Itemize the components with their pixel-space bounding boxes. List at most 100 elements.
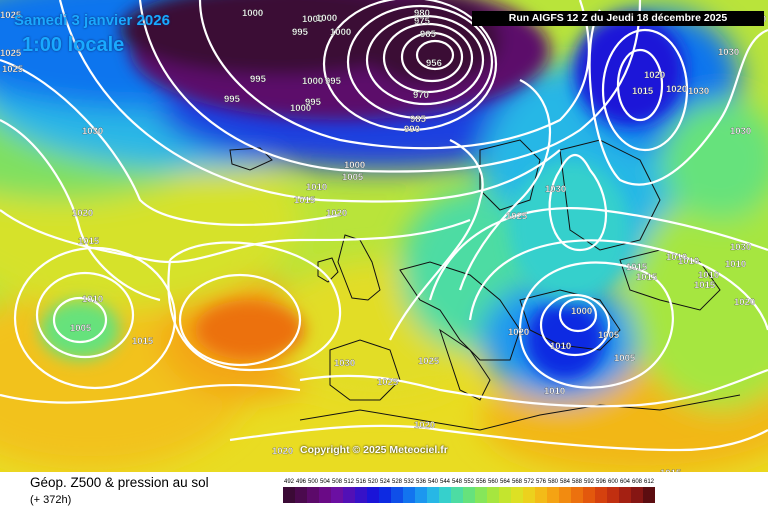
isobar-label: 1000 bbox=[344, 160, 365, 171]
isobar-label: 995 bbox=[305, 97, 322, 108]
legend-value: 516 bbox=[355, 479, 366, 485]
legend-swatches bbox=[283, 487, 751, 503]
isobar-label: 1010 bbox=[306, 182, 327, 193]
legend-swatch bbox=[439, 487, 451, 503]
isobar-label: 1015 bbox=[636, 272, 658, 283]
legend-swatch bbox=[463, 487, 475, 503]
isobar-lines bbox=[0, 0, 768, 452]
legend-value: 532 bbox=[403, 479, 414, 485]
isobar-label: 1005 bbox=[70, 323, 92, 334]
legend-swatch bbox=[367, 487, 379, 503]
isobar-label: 1025 bbox=[418, 356, 440, 367]
isobar-label: 1020 bbox=[666, 84, 687, 95]
legend-swatch bbox=[319, 487, 331, 503]
isobar-label: 965 bbox=[420, 29, 437, 40]
color-legend: 492 496 500 504 508 512 516 520 524 528 532 536 540 5… bbox=[283, 478, 751, 506]
legend-value: 520 bbox=[367, 479, 378, 485]
legend-swatch bbox=[559, 487, 571, 503]
isobar-label: 1010 bbox=[550, 341, 571, 352]
isobar-label: 1030 bbox=[82, 126, 103, 137]
isobar-label: 995 bbox=[250, 74, 267, 85]
isobar-label: 1010 bbox=[698, 270, 719, 281]
isobar-label: 995 bbox=[292, 27, 309, 38]
isobar-label: 1015 bbox=[632, 86, 654, 97]
isobar-label: 956 bbox=[426, 58, 442, 69]
isobar-label: 1015 bbox=[660, 468, 682, 472]
isobar-label: 990 bbox=[404, 124, 420, 135]
isobar-label: 1000 bbox=[571, 306, 592, 317]
isobar-label: 980 bbox=[414, 8, 430, 19]
isobar-label: 1015 bbox=[626, 262, 648, 273]
legend-swatch bbox=[403, 487, 415, 503]
legend-value: 584 bbox=[559, 479, 570, 485]
legend-value: 612 bbox=[643, 479, 654, 485]
legend-swatch bbox=[283, 487, 295, 503]
legend-value: 560 bbox=[487, 479, 498, 485]
legend-swatch bbox=[391, 487, 403, 503]
isobar-label: 1020 bbox=[326, 208, 347, 219]
legend-swatch bbox=[643, 487, 655, 503]
legend-value: 512 bbox=[343, 479, 354, 485]
legend-value: 544 bbox=[439, 479, 450, 485]
isobar-label: 1030 bbox=[718, 47, 739, 58]
isobar-label: 1005 bbox=[614, 353, 636, 364]
isobar-label: 1015 bbox=[694, 280, 716, 291]
legend-value: 548 bbox=[451, 479, 462, 485]
isobar-label: 1000 bbox=[302, 76, 323, 87]
model-run-label: Run AIGFS 12 Z du Jeudi 18 décembre 2025 bbox=[472, 11, 764, 26]
legend-swatch bbox=[475, 487, 487, 503]
isobar-label: 970 bbox=[413, 90, 429, 101]
legend-swatch bbox=[487, 487, 499, 503]
isobar-label: 1010 bbox=[82, 294, 103, 305]
isobar-label: 1015 bbox=[294, 195, 316, 206]
isobar-label: 975 bbox=[414, 16, 431, 27]
legend-swatch bbox=[619, 487, 631, 503]
legend-swatch bbox=[535, 487, 547, 503]
isobar-label: 1010 bbox=[725, 259, 746, 270]
isobar-label: 1000 bbox=[316, 13, 337, 24]
isobar-label: 1030 bbox=[688, 86, 709, 97]
legend-swatch bbox=[379, 487, 391, 503]
legend-swatch bbox=[607, 487, 619, 503]
isobar-label: 1015 bbox=[132, 336, 154, 347]
isobar-label: 1015 bbox=[78, 236, 100, 247]
isobar-label: 1025 bbox=[506, 211, 528, 222]
copyright-label: Copyright © 2025 Meteociel.fr bbox=[300, 444, 448, 456]
legend-swatch bbox=[595, 487, 607, 503]
legend-value: 564 bbox=[499, 479, 510, 485]
legend-swatch bbox=[583, 487, 595, 503]
isobar-label: 1020 bbox=[72, 208, 93, 219]
legend-value: 556 bbox=[475, 479, 486, 485]
isobar-label: 1010 bbox=[666, 252, 687, 263]
coastlines bbox=[229, 139, 741, 431]
legend-value: 536 bbox=[415, 479, 426, 485]
geopotential-field bbox=[0, 0, 768, 472]
isobar-label: 1000 bbox=[242, 8, 263, 19]
legend-swatch bbox=[295, 487, 307, 503]
forecast-map: 1025 1025 1025 1000 1000 995 1000 1000 995 995 100… bbox=[0, 0, 768, 472]
isobar-label: 1030 bbox=[545, 184, 566, 195]
isobar-label: 995 bbox=[325, 76, 342, 87]
legend-swatch bbox=[427, 487, 439, 503]
legend-labels: 492 496 500 504 508 512 516 520 524 528 532 536 540 5… bbox=[283, 478, 751, 487]
isobar-label: 1020 bbox=[508, 327, 529, 338]
isobar-label: 1025 bbox=[2, 64, 24, 75]
legend-value: 492 bbox=[283, 479, 294, 485]
isobar-label: 1030 bbox=[730, 126, 751, 137]
isobar-label: 1025 bbox=[0, 10, 22, 21]
legend-value: 500 bbox=[307, 479, 318, 485]
legend-swatch bbox=[523, 487, 535, 503]
isobar-label: 1020 bbox=[734, 297, 755, 308]
isobar-label: 995 bbox=[224, 94, 241, 105]
legend-swatch bbox=[451, 487, 463, 503]
legend-value: 508 bbox=[331, 479, 342, 485]
isobar-label: 1010 bbox=[544, 386, 565, 397]
legend-swatch bbox=[571, 487, 583, 503]
legend-value: 528 bbox=[391, 479, 402, 485]
product-title: Géop. Z500 & pression au sol bbox=[30, 475, 209, 490]
legend-swatch bbox=[307, 487, 319, 503]
legend-value: 596 bbox=[595, 479, 606, 485]
isobar-label: 1005 bbox=[598, 330, 620, 341]
legend-swatch bbox=[415, 487, 427, 503]
isobar-label: 1025 bbox=[0, 48, 22, 59]
